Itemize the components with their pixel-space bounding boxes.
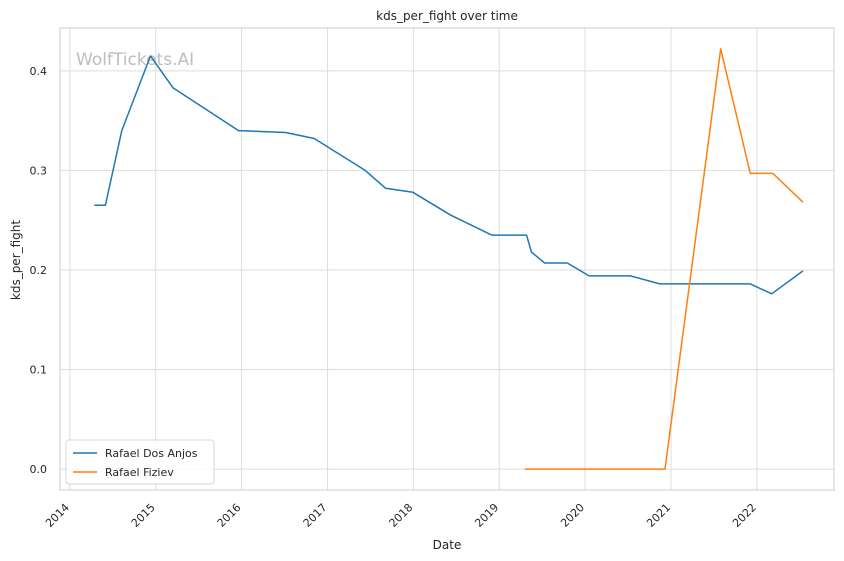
chart-title: kds_per_fight over time (376, 9, 518, 23)
series-line-1 (524, 48, 804, 470)
grid (60, 28, 834, 490)
series-line-0 (94, 55, 804, 295)
legend-label-dos-anjos: Rafael Dos Anjos (105, 447, 198, 460)
legend-box (65, 439, 215, 485)
y-tick-label: 0.1 (30, 364, 48, 377)
legend-label-fiziev: Rafael Fiziev (105, 466, 174, 479)
y-axis-title: kds_per_fight (9, 220, 23, 301)
y-tick-label: 0.0 (30, 463, 48, 476)
y-tick-label: 0.3 (30, 164, 48, 177)
watermark-text: WolfTickets.AI (76, 50, 194, 70)
y-tick-label: 0.4 (30, 65, 48, 78)
y-axis-ticks: 0.0 0.1 0.2 0.3 0.4 (30, 65, 48, 476)
y-tick-label: 0.2 (30, 264, 48, 277)
plot-frame (59, 27, 835, 491)
x-axis-title: Date (433, 538, 462, 552)
legend: Rafael Dos Anjos Rafael Fiziev (65, 439, 215, 485)
series-lines (94, 48, 804, 470)
